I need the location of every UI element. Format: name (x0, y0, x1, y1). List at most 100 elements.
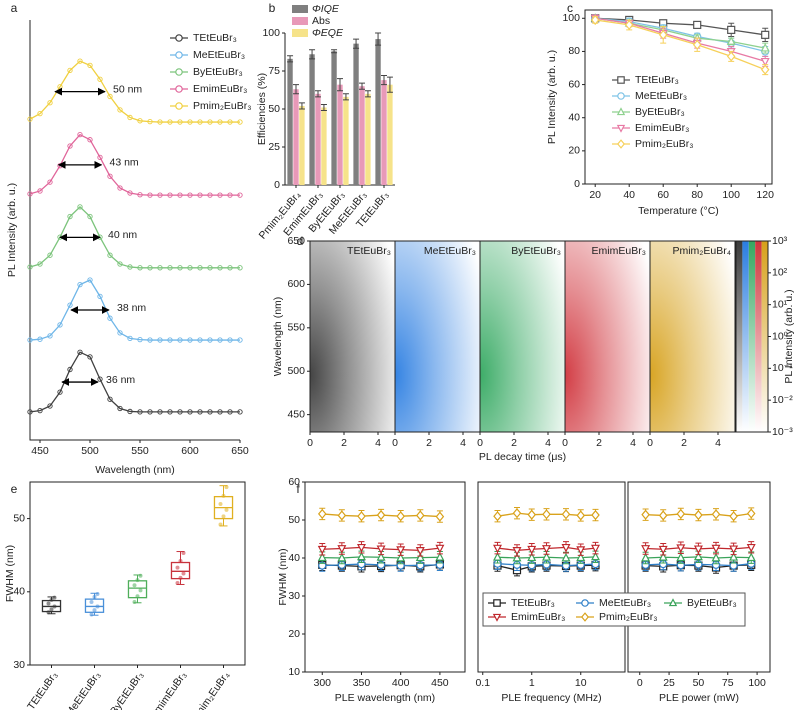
bar (365, 93, 371, 185)
legend-swatch (292, 5, 308, 13)
data-point (177, 119, 183, 125)
y-tick-label: 40 (13, 586, 25, 598)
x-tick-label: TEtEuBr₃ (25, 669, 60, 710)
data-point (46, 601, 51, 606)
y-axis-title: Efficiencies (%) (256, 73, 268, 145)
colorbar-strip (755, 241, 762, 432)
data-point (658, 552, 668, 561)
data-point (157, 265, 163, 271)
legend-marker (175, 34, 183, 42)
data-point (676, 508, 686, 520)
y-tick-label: 20 (288, 628, 300, 640)
plot-frame (477, 481, 626, 673)
legend-marker (616, 124, 626, 133)
data-point (127, 408, 133, 415)
data-point (711, 544, 721, 554)
data-point (127, 190, 133, 196)
data-point (641, 545, 651, 554)
legend-label: MeEtEuBr₃ (193, 49, 245, 61)
data-point (692, 39, 702, 50)
panel-label: d (297, 234, 304, 248)
x-tick-label: 2 (426, 437, 432, 449)
error-bar (364, 90, 371, 98)
panel-name: MeEtEuBr₃ (424, 245, 476, 257)
data-point (693, 551, 703, 561)
colorbar-tick-label: 10³ (772, 235, 788, 247)
data-point (147, 118, 153, 125)
legend-label: MeEtEuBr₃ (599, 597, 651, 609)
data-point (95, 604, 100, 609)
data-point (27, 116, 33, 122)
data-point (167, 409, 173, 415)
x-tick-label: 50 (693, 677, 705, 689)
data-point (726, 51, 736, 62)
x-tick-label: 650 (231, 445, 249, 457)
legend-marker (175, 51, 183, 59)
colorbar-tick-label: 10⁻¹ (772, 362, 793, 374)
x-tick-label: 100 (722, 189, 740, 201)
y-tick-label: 10 (288, 666, 300, 678)
data-point (221, 493, 226, 498)
data-point (67, 67, 73, 74)
x-tick-label: 4 (375, 437, 381, 449)
y-tick-label: 0 (574, 178, 580, 190)
series-line (595, 17, 766, 62)
x-tick-label: 4 (630, 437, 636, 449)
data-point (137, 265, 143, 271)
panel-label: c (567, 1, 573, 15)
data-point (77, 204, 83, 210)
legend-label: ΦIQE (312, 3, 340, 15)
data-point (542, 509, 551, 520)
data-point (237, 119, 243, 125)
data-point (729, 511, 738, 522)
data-point (746, 508, 756, 519)
data-point (97, 154, 103, 160)
data-point (658, 29, 668, 40)
legend-label: TEtEuBr₃ (635, 74, 679, 86)
data-point (67, 213, 73, 220)
data-point (357, 511, 366, 522)
legend-marker (492, 613, 502, 622)
x-tick-label: 0 (562, 437, 568, 449)
series-line (29, 133, 240, 196)
y-tick-label: 80 (568, 45, 580, 57)
data-point (137, 409, 143, 415)
x-tick-label: 400 (392, 677, 410, 689)
data-point (376, 545, 386, 555)
y-axis-title: FWHM (nm) (4, 545, 16, 602)
data-point (77, 349, 83, 355)
data-point (107, 396, 113, 402)
x-axis-title: PLE wavelength (nm) (335, 692, 435, 704)
fwhm-label: 40 nm (108, 229, 137, 241)
data-point (591, 509, 600, 521)
series-line (595, 17, 766, 36)
data-point (218, 501, 223, 506)
data-point (376, 509, 386, 521)
data-point (181, 571, 186, 576)
x-tick-label: MeEtEuBr₃ (63, 669, 103, 710)
data-point (27, 191, 33, 197)
data-point (127, 264, 133, 270)
data-point (729, 545, 739, 555)
data-point (52, 595, 57, 600)
colorbar-tick-label: 10⁻³ (772, 426, 793, 438)
data-point (167, 192, 173, 198)
legend-label: ByEtEuBr₃ (687, 597, 737, 609)
x-tick-label: 75 (722, 677, 734, 689)
data-point (89, 612, 94, 617)
data-point (207, 409, 213, 415)
legend-marker (581, 599, 589, 607)
data-point (117, 185, 123, 191)
data-point (317, 508, 327, 520)
colorbar-tick-label: 10⁻² (772, 394, 793, 406)
error-bar (375, 32, 382, 46)
panel-label: e (11, 482, 18, 496)
data-point (135, 578, 140, 583)
x-tick-label: 300 (313, 677, 331, 689)
colorbar-tick-label: 10⁰ (772, 330, 789, 342)
data-point (37, 336, 43, 342)
data-point (527, 552, 537, 562)
data-point (711, 552, 721, 562)
series-line (595, 19, 766, 71)
legend-marker (175, 102, 183, 110)
